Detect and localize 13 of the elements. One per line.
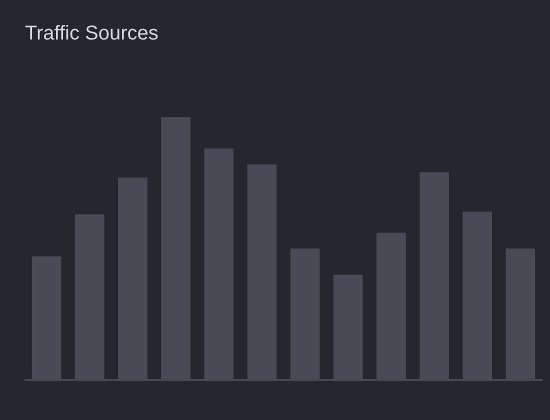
- bar: [290, 248, 320, 380]
- bar: [118, 177, 148, 380]
- bar: [204, 148, 234, 380]
- bar: [333, 274, 363, 380]
- bar: [376, 232, 406, 380]
- bar: [506, 248, 536, 380]
- bar: [247, 164, 277, 380]
- chart-title: Traffic Sources: [25, 22, 158, 45]
- bar: [32, 256, 62, 380]
- bar: [462, 212, 492, 380]
- bar: [420, 172, 449, 380]
- bar: [74, 214, 104, 380]
- bar: [161, 117, 190, 380]
